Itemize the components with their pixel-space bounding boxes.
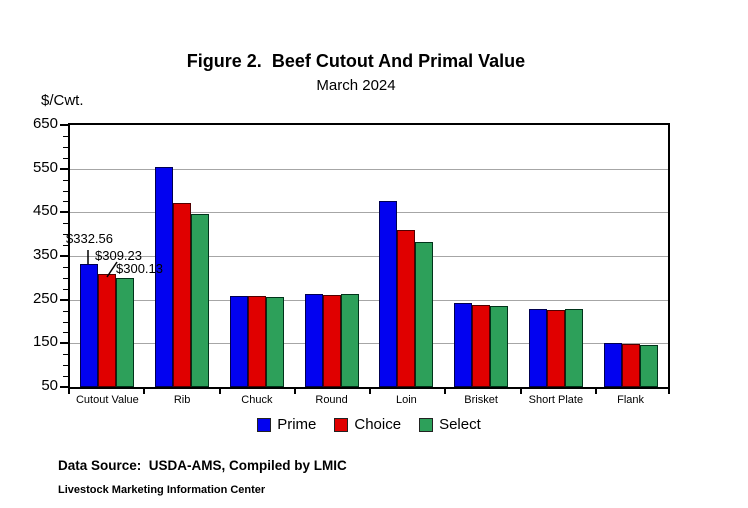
y-axis-tick-major: [60, 255, 68, 257]
x-axis-tick: [594, 389, 597, 394]
bar-choice-loin: [397, 229, 416, 387]
y-axis-tick-minor: [63, 332, 68, 334]
x-axis-tick: [143, 389, 146, 394]
y-axis-label-250: 250: [32, 289, 58, 307]
gridline-250: [70, 299, 668, 301]
y-axis-label-450: 450: [32, 202, 58, 220]
y-axis-tick-minor: [63, 234, 68, 236]
plot-area: [68, 123, 670, 389]
legend-label-choice: Choice: [354, 416, 402, 433]
x-axis-tick: [444, 389, 447, 394]
gridline-150: [70, 343, 668, 345]
bar-choice-round: [322, 295, 341, 387]
x-axis-label-rib: Rib: [173, 394, 191, 406]
legend-label-prime: Prime: [277, 416, 317, 433]
y-axis-tick-minor: [63, 266, 68, 268]
x-axis-label-flank: Flank: [617, 394, 645, 406]
bar-select-loin: [415, 242, 434, 387]
y-axis-label-650: 650: [32, 115, 58, 132]
chart-subtitle: March 2024: [316, 77, 396, 94]
y-axis-tick-major: [60, 342, 68, 345]
y-axis-tick-major: [60, 386, 68, 388]
bar-choice-chuck: [247, 296, 266, 387]
y-axis-tick-minor: [63, 310, 68, 312]
bar-prime-cutout-value: [80, 263, 99, 387]
x-axis-tick: [369, 389, 371, 394]
x-axis-label-loin: Loin: [395, 394, 417, 406]
y-axis-tick-major: [60, 167, 68, 170]
y-axis-unit-label: $/Cwt.: [41, 92, 84, 109]
y-axis-tick-minor: [63, 321, 68, 323]
bar-choice-short-plate: [546, 309, 565, 387]
y-axis-tick-minor: [63, 365, 68, 367]
legend-swatch-select: [419, 417, 434, 432]
y-axis-tick-minor: [63, 157, 68, 159]
bar-prime-rib: [155, 167, 174, 387]
annotation-select-cutout: $300.13: [116, 261, 163, 276]
x-axis-label-round: Round: [315, 394, 348, 406]
bar-choice-cutout-value: [98, 273, 117, 387]
x-axis-tick: [218, 389, 221, 394]
annotation-choice-cutout: $309.23: [95, 248, 142, 263]
x-axis-tick: [68, 389, 70, 394]
bar-prime-loin: [379, 201, 398, 387]
y-axis-label-50: 50: [41, 377, 58, 394]
y-axis-tick-minor: [63, 354, 68, 356]
y-axis-tick-major: [60, 124, 68, 126]
x-axis-tick: [519, 389, 522, 394]
y-axis-label-550: 550: [32, 158, 58, 176]
bar-choice-flank: [621, 343, 640, 387]
y-axis-tick-minor: [63, 190, 68, 192]
bar-select-rib: [191, 214, 210, 387]
data-source-note: Data Source: USDA-AMS, Compiled by LMIC: [58, 458, 347, 473]
x-axis-label-short-plate: Short Plate: [528, 394, 584, 406]
y-axis-tick-minor: [63, 288, 68, 290]
legend-label-select: Select: [439, 416, 481, 433]
chart-legend: Prime Choice Select: [68, 416, 670, 433]
gridline-450: [70, 212, 668, 214]
y-axis-tick-major: [60, 211, 68, 214]
bar-prime-flank: [603, 343, 622, 387]
y-axis-label-150: 150: [32, 333, 58, 351]
legend-item-prime: Prime: [257, 416, 316, 433]
x-axis-tick: [668, 389, 670, 394]
bar-prime-short-plate: [528, 309, 547, 387]
y-axis-tick-minor: [63, 179, 68, 181]
y-axis-tick-minor: [63, 223, 68, 225]
bar-select-round: [340, 294, 359, 387]
legend-swatch-choice: [334, 417, 349, 432]
bar-select-flank: [639, 345, 658, 387]
bar-select-short-plate: [564, 309, 583, 387]
annotation-prime-cutout: $332.56: [66, 231, 113, 246]
gridline-550: [70, 168, 668, 170]
bar-select-cutout-value: [116, 277, 135, 387]
legend-item-choice: Choice: [334, 416, 401, 433]
y-axis-tick-major: [60, 298, 68, 301]
gridline-350: [70, 256, 668, 257]
y-axis-tick-minor: [63, 277, 68, 279]
bar-prime-round: [304, 294, 323, 387]
chart-title: Figure 2. Beef Cutout And Primal Value: [186, 51, 526, 71]
legend-swatch-prime: [257, 417, 272, 432]
x-axis-label-brisket: Brisket: [464, 394, 498, 406]
bar-prime-chuck: [229, 296, 248, 387]
y-axis-tick-minor: [63, 245, 68, 247]
x-axis-label-cutout-value: Cutout Value: [75, 394, 139, 406]
y-axis-tick-minor: [63, 201, 68, 203]
x-axis-label-chuck: Chuck: [241, 394, 273, 406]
lmic-credit-note: Livestock Marketing Information Center: [58, 484, 266, 496]
bar-select-brisket: [490, 306, 509, 387]
bar-select-chuck: [265, 297, 284, 387]
bar-choice-rib: [173, 202, 192, 387]
x-axis-tick: [293, 389, 296, 394]
y-axis-tick-minor: [63, 146, 68, 148]
y-axis-tick-minor: [63, 376, 68, 378]
legend-item-select: Select: [419, 416, 481, 433]
y-axis-tick-minor: [63, 135, 68, 137]
bar-choice-brisket: [472, 304, 491, 387]
y-axis-label-350: 350: [32, 246, 58, 263]
bar-prime-brisket: [454, 302, 473, 387]
